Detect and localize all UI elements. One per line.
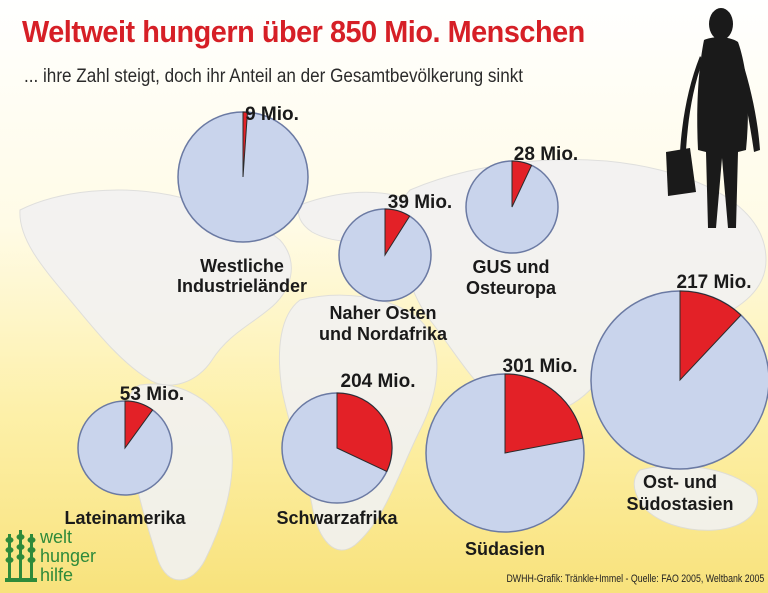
map-landmass <box>633 465 758 531</box>
pie-slice-hungry <box>679 290 742 382</box>
pie-5: 204 Mio. Schwarzafrika <box>276 371 415 528</box>
value-label: 301 Mio. <box>503 356 578 377</box>
pie-slice-hungry <box>504 373 584 454</box>
region-label: Lateinamerika <box>64 508 186 528</box>
pie-slice-hungry <box>511 160 533 208</box>
chart-title: Weltweit hungern über 850 Mio. Menschen <box>22 14 585 49</box>
value-label: 39 Mio. <box>388 192 452 213</box>
figure-arm <box>738 60 760 152</box>
chart-subtitle: ... ihre Zahl steigt, doch ihr Anteil an… <box>24 66 524 87</box>
region-label: Südasien <box>465 539 545 559</box>
region-label: Westliche <box>200 256 284 276</box>
pie-slice-hungry <box>124 400 154 450</box>
pie-6: 301 Mio. Südasien <box>425 356 585 559</box>
region-label: Schwarzafrika <box>276 508 398 528</box>
value-label: 28 Mio. <box>514 144 578 165</box>
pie-slice-hungry <box>242 111 249 178</box>
region-label: GUS und <box>473 257 550 277</box>
source-note: DWHH-Grafik: Tränkle+Immel - Quelle: FAO… <box>506 573 764 585</box>
region-label: Südostasien <box>626 494 733 514</box>
region-label: und Nordafrika <box>319 324 448 344</box>
value-label: 204 Mio. <box>341 371 416 392</box>
world-map <box>19 159 767 581</box>
logo: welt hunger hilfe <box>4 528 124 590</box>
logo-wheat-icon <box>5 530 37 582</box>
pie-slice-hungry <box>384 208 411 257</box>
region-label: Osteuropa <box>466 278 557 298</box>
logo-line: hunger <box>40 546 97 566</box>
pie-4: 53 Mio. Lateinamerika <box>64 384 186 528</box>
logo-text: welt hunger hilfe <box>40 528 96 585</box>
value-label: 9 Mio. <box>245 104 299 125</box>
figure-head <box>709 8 733 40</box>
logo-line: hilfe <box>40 565 74 585</box>
region-label: Naher Osten <box>329 303 436 323</box>
value-label: 217 Mio. <box>677 272 752 293</box>
figure-body <box>697 37 748 228</box>
logo-line: welt <box>40 527 73 547</box>
figure-bag <box>666 148 696 196</box>
value-label: 53 Mio. <box>120 384 184 405</box>
silhouette-figure <box>666 8 760 228</box>
region-label: Ost- und <box>643 472 717 492</box>
figure-arm <box>680 56 703 152</box>
region-label: Industrieländer <box>177 276 307 296</box>
pie-slice-hungry <box>336 392 393 473</box>
